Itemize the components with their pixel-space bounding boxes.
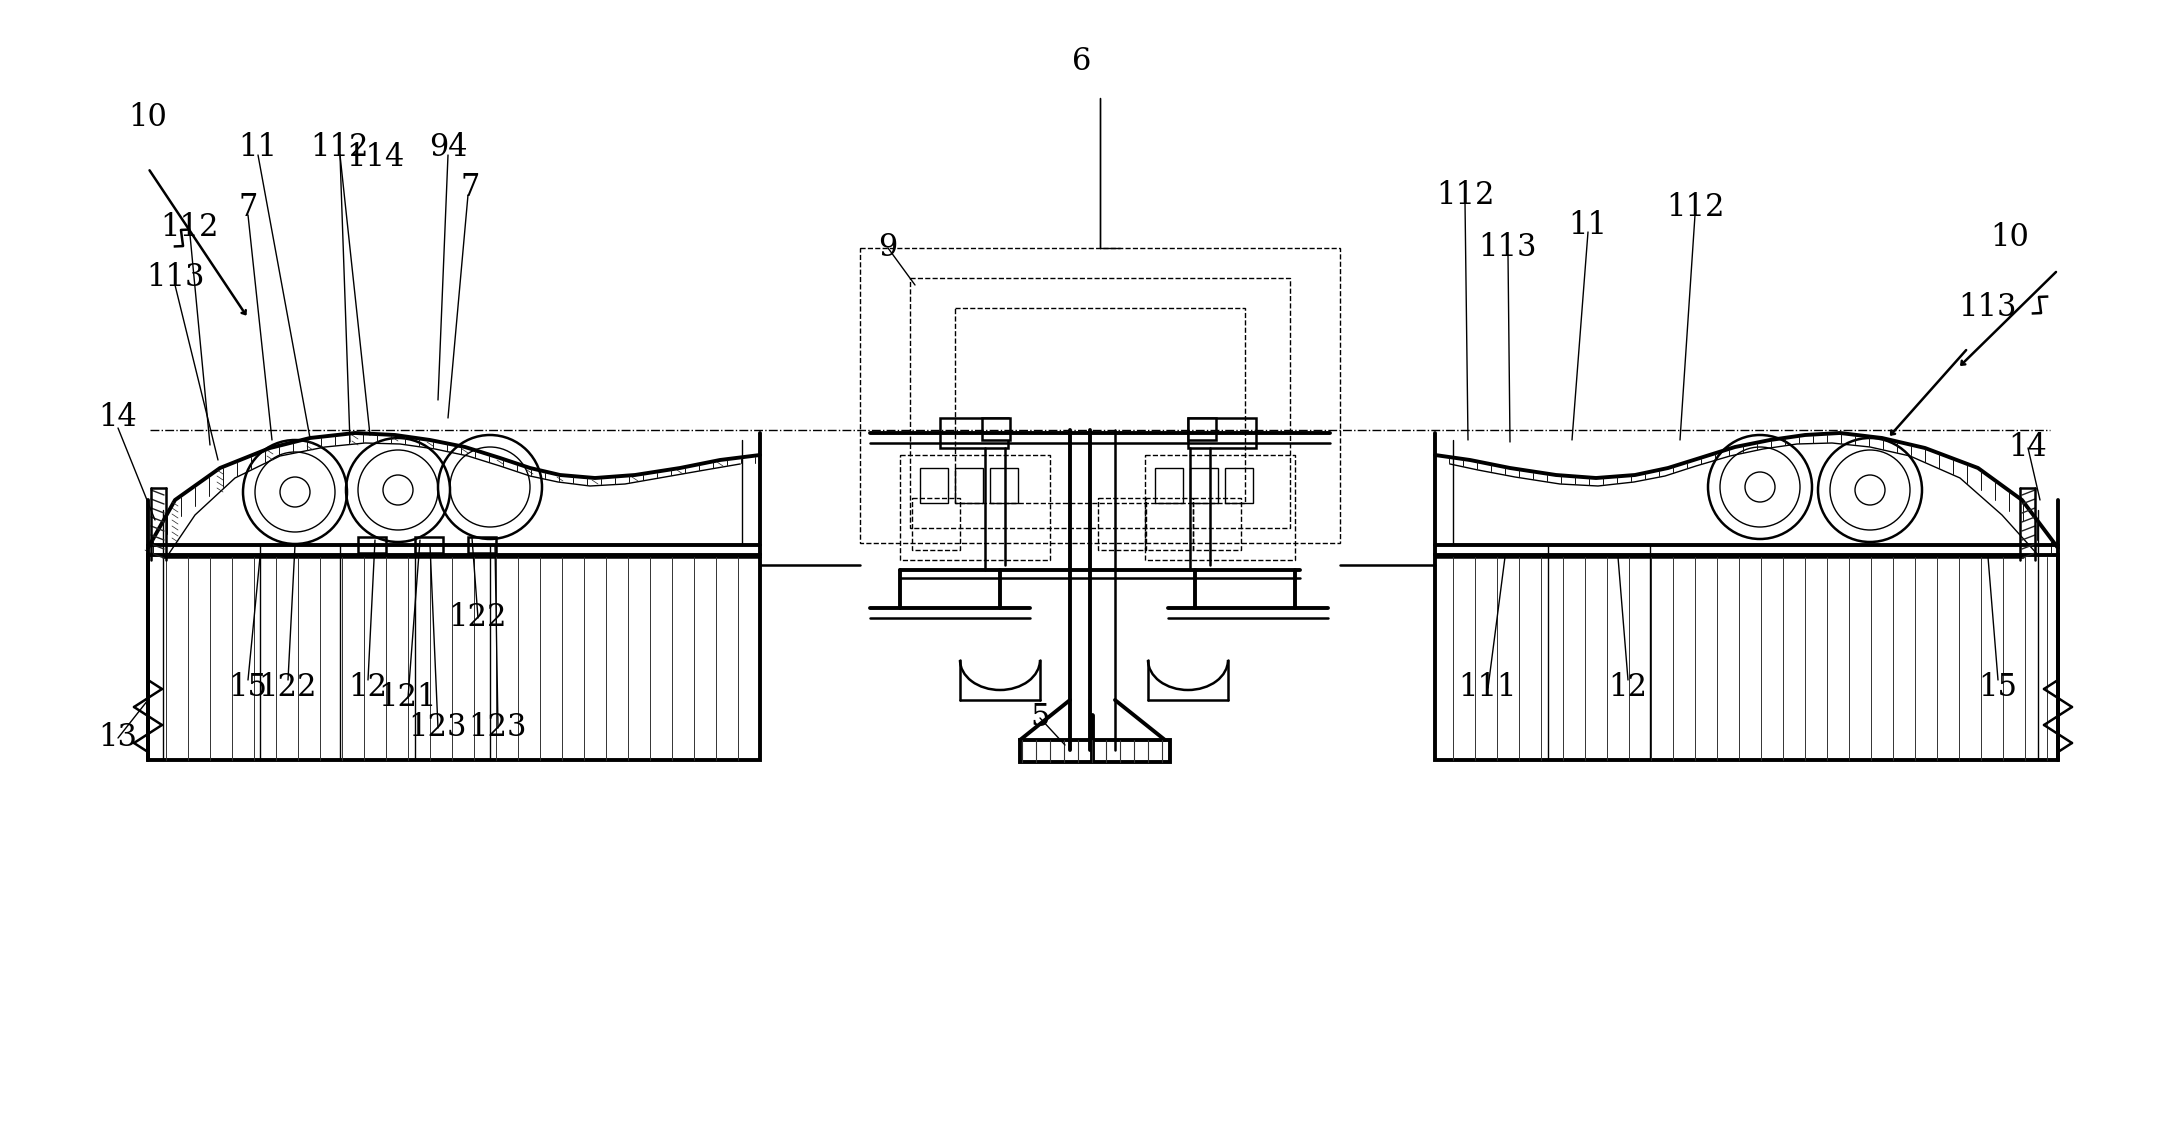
Bar	[357, 537, 385, 553]
Bar	[1156, 468, 1184, 503]
Bar	[859, 248, 1340, 543]
Text: 113: 113	[1958, 292, 2017, 324]
Bar	[954, 308, 1244, 503]
Bar	[467, 537, 496, 553]
Bar	[911, 278, 1290, 528]
Bar	[1097, 498, 1147, 550]
Text: 111: 111	[1459, 673, 1517, 703]
Text: 114: 114	[346, 142, 405, 174]
Text: 112: 112	[1435, 179, 1495, 210]
Text: 14: 14	[100, 402, 136, 434]
Text: 113: 113	[1478, 233, 1536, 264]
Text: 13: 13	[100, 722, 138, 753]
Text: 12: 12	[1608, 673, 1647, 703]
Bar	[1145, 498, 1192, 550]
Text: 6: 6	[1073, 47, 1091, 77]
Text: 7: 7	[238, 192, 258, 224]
Bar	[1190, 468, 1218, 503]
Text: 94: 94	[428, 133, 467, 164]
Bar	[954, 468, 982, 503]
Text: 123: 123	[470, 712, 528, 743]
Text: 14: 14	[2008, 433, 2047, 463]
Text: 7: 7	[461, 173, 480, 203]
Bar	[911, 498, 961, 550]
Bar	[982, 418, 1011, 440]
Text: 10: 10	[1991, 223, 2030, 253]
Text: 122: 122	[260, 673, 318, 703]
Text: 15: 15	[229, 673, 268, 703]
Text: 5: 5	[1030, 702, 1050, 734]
Bar	[1188, 418, 1255, 448]
Bar	[920, 468, 948, 503]
Text: 9: 9	[879, 233, 898, 264]
Text: 122: 122	[448, 602, 506, 634]
Bar	[900, 456, 1050, 560]
Text: 12: 12	[348, 673, 387, 703]
Text: 123: 123	[409, 712, 467, 743]
Bar	[1225, 468, 1253, 503]
Bar	[1145, 456, 1294, 560]
Text: 11: 11	[238, 133, 277, 164]
Bar	[939, 418, 1008, 448]
Text: 121: 121	[379, 683, 437, 713]
Bar	[147, 556, 760, 760]
Bar	[989, 468, 1017, 503]
Bar	[415, 537, 444, 553]
Bar	[1435, 556, 2058, 760]
Text: 112: 112	[1666, 192, 1725, 224]
Text: 113: 113	[145, 262, 203, 293]
Text: 112: 112	[312, 133, 370, 164]
Text: 10: 10	[128, 102, 167, 134]
Bar	[1192, 498, 1240, 550]
Bar	[1019, 740, 1171, 762]
Text: 15: 15	[1978, 673, 2017, 703]
Bar	[1188, 418, 1216, 440]
Text: 112: 112	[160, 212, 219, 243]
Text: 11: 11	[1569, 209, 1608, 241]
